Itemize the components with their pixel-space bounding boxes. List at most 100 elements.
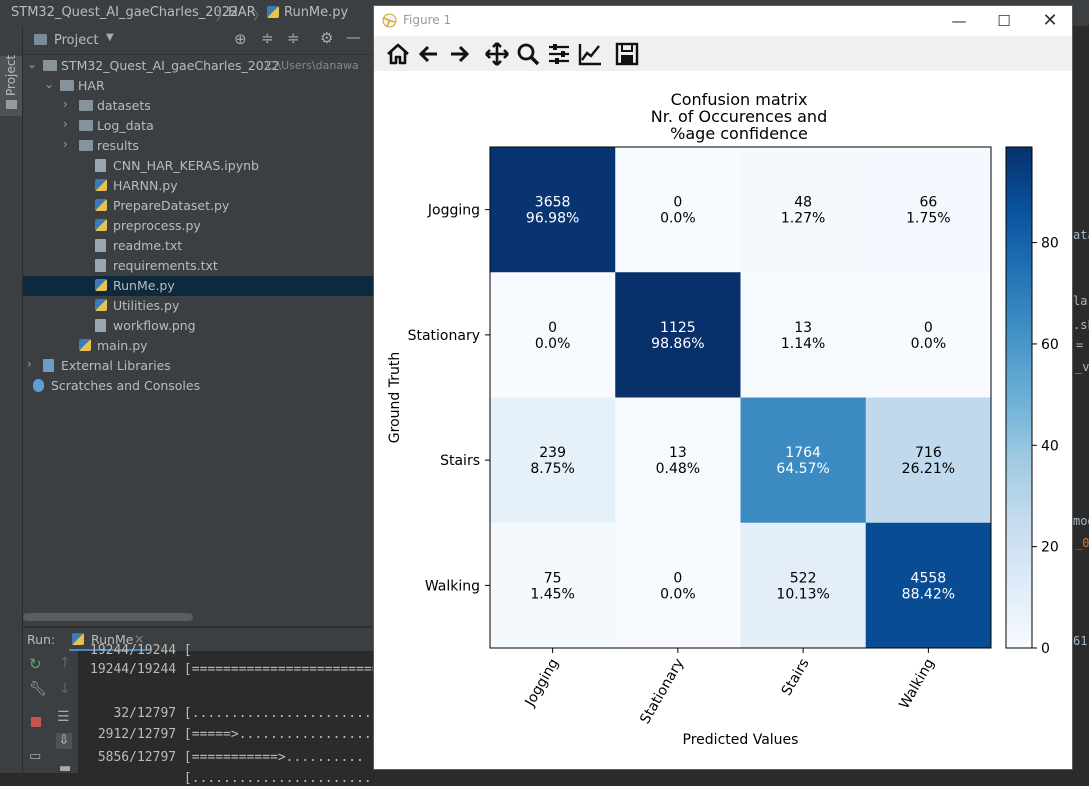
tree-item-label: Scratches and Consoles: [51, 378, 201, 393]
colorbar-segment: [1006, 567, 1032, 574]
project-view-dropdown[interactable]: Project: [54, 33, 99, 48]
cell-count-label: 0: [673, 570, 682, 586]
wrench-icon[interactable]: 🔧︎: [29, 681, 47, 697]
scroll-to-end-icon[interactable]: ⇩: [56, 733, 72, 749]
pan-icon[interactable]: [483, 40, 511, 68]
folder-icon: [79, 120, 93, 131]
minimize-button[interactable]: —: [951, 12, 967, 30]
chevron-down-icon[interactable]: ▼: [106, 32, 114, 43]
zoom-icon[interactable]: [514, 40, 542, 68]
gear-icon[interactable]: ⚙: [320, 29, 334, 47]
colorbar-segment: [1006, 577, 1032, 584]
y-tick-label: Stationary: [408, 328, 480, 344]
tree-item-harnn-py[interactable]: HARNN.py: [23, 176, 373, 196]
tree-item-requirements-txt[interactable]: requirements.txt: [23, 256, 373, 276]
cell-count-label: 0: [924, 320, 933, 336]
stop-icon[interactable]: [31, 717, 41, 727]
tree-item-cnn-har-keras-ipynb[interactable]: CNN_HAR_KERAS.ipynb: [23, 156, 373, 176]
chevron-right-icon[interactable]: ›: [63, 137, 68, 151]
chevron-right-icon[interactable]: ›: [63, 97, 68, 111]
file-icon: [95, 319, 106, 332]
soft-wrap-icon[interactable]: ☰: [57, 709, 70, 725]
colorbar-segment: [1006, 522, 1032, 529]
colorbar-segment: [1006, 537, 1032, 544]
colorbar-segment: [1006, 282, 1032, 288]
tree-item-datasets[interactable]: › datasets: [23, 96, 373, 116]
tree-item-har[interactable]: ⌄ HAR: [23, 76, 373, 96]
colorbar-segment: [1006, 422, 1032, 429]
colorbar-segment: [1006, 437, 1032, 444]
run-toolbar: ↻ ↑ 🔧︎ ↓ ☰ ⇩ ▭ ▬: [23, 651, 78, 776]
colorbar-segment: [1006, 312, 1032, 318]
tree-item-utilities-py[interactable]: Utilities.py: [23, 296, 373, 316]
colorbar-segment: [1006, 572, 1032, 579]
expand-all-icon[interactable]: ≑: [261, 29, 274, 47]
figure-canvas[interactable]: Confusion matrix Nr. of Occurences and %ag…: [374, 71, 1072, 769]
print-icon[interactable]: ▬: [59, 761, 72, 776]
tree-item-results[interactable]: › results: [23, 136, 373, 156]
folder-icon: [60, 80, 74, 91]
close-icon[interactable]: ×: [134, 631, 145, 646]
save-icon[interactable]: [613, 40, 641, 68]
locate-icon[interactable]: ⊕: [234, 30, 247, 48]
colorbar-segment: [1006, 457, 1032, 464]
run-tab-runme[interactable]: RunMe: [91, 632, 134, 647]
horizontal-scrollbar[interactable]: [23, 613, 193, 621]
tree-item-scratches-and-consoles[interactable]: Scratches and Consoles: [23, 376, 373, 396]
maximize-button[interactable]: ☐: [997, 12, 1011, 30]
breadcrumb-file[interactable]: RunMe.py: [284, 5, 349, 20]
chevron-down-icon[interactable]: ⌄: [44, 77, 55, 91]
colorbar-segment: [1006, 277, 1032, 283]
chevron-right-icon[interactable]: ›: [27, 357, 32, 371]
colorbar-segment: [1006, 492, 1032, 499]
back-icon[interactable]: [415, 40, 443, 68]
tree-item-label: datasets: [97, 98, 151, 113]
axes-edit-icon[interactable]: [576, 40, 604, 68]
chevron-right-icon[interactable]: ›: [63, 117, 68, 131]
layout-icon[interactable]: ▭: [29, 749, 42, 764]
close-button[interactable]: ✕: [1042, 10, 1058, 31]
tree-item-preprocess-py[interactable]: preprocess.py: [23, 216, 373, 236]
subplots-icon[interactable]: [545, 40, 573, 68]
cell-percent-label: 0.0%: [660, 586, 696, 602]
hide-panel-icon[interactable]: —: [346, 28, 361, 46]
breadcrumb-folder[interactable]: HAR: [228, 5, 256, 20]
colorbar-segment: [1006, 162, 1032, 168]
forward-icon[interactable]: [445, 40, 473, 68]
tree-item-label: main.py: [97, 338, 148, 353]
run-console-output[interactable]: 19244/19244 [ 19244/19244 [=============…: [78, 643, 380, 786]
tree-item-label: results: [97, 138, 139, 153]
tree-item-workflow-png[interactable]: workflow.png: [23, 316, 373, 336]
colorbar-segment: [1006, 442, 1032, 449]
tree-item-log-data[interactable]: › Log_data: [23, 116, 373, 136]
home-icon[interactable]: [384, 40, 412, 68]
collapse-all-icon[interactable]: ≑: [287, 29, 300, 47]
cell-percent-label: 10.13%: [776, 586, 829, 602]
rerun-icon[interactable]: ↻: [29, 655, 42, 673]
figure-title-bar[interactable]: Figure 1 — ☐ ✕: [374, 6, 1072, 36]
cell-percent-label: 1.27%: [781, 211, 825, 227]
project-panel: Project ▼ ⊕ ≑ ≑ ⚙ — ⌄ STM32_Quest_AI_gaeC…: [23, 26, 373, 626]
cell-count-label: 4558: [911, 570, 947, 586]
down-arrow-icon[interactable]: ↓: [59, 681, 71, 697]
tree-item-external-libraries[interactable]: › External Libraries: [23, 356, 373, 376]
colorbar-segment: [1006, 192, 1032, 198]
colorbar-segment: [1006, 637, 1032, 644]
cell-count-label: 75: [544, 570, 562, 586]
tree-item-readme-txt[interactable]: readme.txt: [23, 236, 373, 256]
console-line: 19244/19244 [: [90, 643, 192, 658]
tree-item-runme-py[interactable]: RunMe.py: [23, 276, 373, 296]
heatmap-cell: [865, 272, 992, 398]
chevron-down-icon[interactable]: ⌄: [27, 57, 38, 71]
colorbar-segment: [1006, 587, 1032, 594]
tree-item-label: HARNN.py: [113, 178, 178, 193]
tree-item-preparedataset-py[interactable]: PrepareDataset.py: [23, 196, 373, 216]
file-icon: [95, 159, 106, 172]
up-arrow-icon[interactable]: ↑: [59, 655, 71, 671]
project-side-tab-label[interactable]: Project: [4, 54, 18, 96]
cell-count-label: 239: [539, 445, 566, 461]
breadcrumb-project[interactable]: STM32_Quest_AI_gaeCharles_2022: [11, 5, 239, 20]
file-icon: [95, 239, 106, 252]
tree-item-stm32-quest-ai-gaecharles-2022[interactable]: ⌄ STM32_Quest_AI_gaeCharles_2022 C:\Users\…: [23, 56, 373, 76]
tree-item-main-py[interactable]: main.py: [23, 336, 373, 356]
